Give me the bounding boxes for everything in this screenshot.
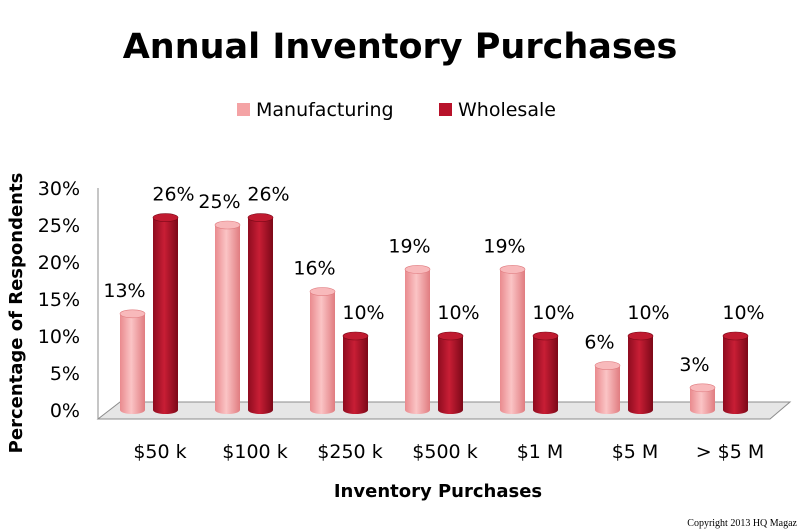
bar-manufacturing-50-k [119, 309, 146, 414]
bar-wholesale-100-k [247, 213, 274, 414]
y-tick-label-5: 25% [38, 215, 80, 237]
data-label-wholesale-5-m: 10% [627, 302, 669, 324]
legend-label-manufacturing: Manufacturing [256, 99, 394, 121]
data-label-manufacturing-5-m: 6% [584, 332, 614, 354]
x-axis-title: Inventory Purchases [334, 481, 542, 502]
data-label-wholesale-5-m: 10% [722, 302, 764, 324]
bar-labels: 13%26% 25% 26%16%10%19%10%19%10%6%10%3%10% [103, 184, 764, 376]
bar-wholesale-5-m [627, 331, 654, 414]
x-tick-label-6: > $5 M [696, 441, 765, 463]
data-label-wholesale-100-k: 26% [247, 184, 289, 206]
bar-wholesale-500-k [437, 331, 464, 414]
legend-swatch-wholesale [439, 103, 452, 116]
x-tick-label-5: $5 M [612, 441, 659, 463]
y-tick-label-6: 30% [38, 178, 80, 200]
legend: Manufacturing Wholesale [237, 99, 556, 121]
bar-manufacturing-100-k [214, 220, 241, 414]
y-tick-label-0: 0% [50, 400, 80, 422]
data-label-wholesale-250-k: 10% [342, 302, 384, 324]
data-label-wholesale-1-m: 10% [532, 302, 574, 324]
legend-label-wholesale: Wholesale [458, 99, 556, 121]
x-tick-label-2: $250 k [317, 441, 382, 463]
bar-manufacturing-1-m [499, 265, 526, 414]
data-label-manufacturing-1-m: 19% [483, 235, 525, 257]
y-tick-label-4: 20% [38, 252, 80, 274]
y-axis-title: Percentage of Respondents [6, 173, 27, 454]
bar-wholesale-5-m [722, 331, 749, 414]
bar-manufacturing-500-k [404, 265, 431, 414]
bar-wholesale-250-k [342, 331, 369, 414]
y-tick-label-3: 15% [38, 289, 80, 311]
data-label-manufacturing-250-k: 16% [293, 258, 335, 280]
y-ticks: 0% 5% 10% 15% 20% 25% 30% [38, 178, 80, 422]
x-tick-label-3: $500 k [412, 441, 477, 463]
x-tick-label-0: $50 k [133, 441, 186, 463]
bars [119, 213, 749, 414]
data-label-manufacturing-50-k: 13% [103, 280, 145, 302]
data-label-manufacturing-100-k: 25% [198, 191, 240, 213]
y-tick-label-2: 10% [38, 326, 80, 348]
x-ticks: $50 k $100 k $250 k $500 k $1 M $5 M > $5 M [133, 441, 764, 463]
bar-wholesale-50-k [152, 213, 179, 414]
chart-title: Annual Inventory Purchases [123, 27, 678, 67]
data-label-wholesale-500-k: 10% [437, 302, 479, 324]
bar-manufacturing-5-m [594, 361, 621, 414]
data-label-manufacturing-500-k: 19% [388, 235, 430, 257]
x-tick-label-4: $1 M [517, 441, 564, 463]
bar-wholesale-1-m [532, 331, 559, 414]
y-tick-label-1: 5% [50, 363, 80, 385]
legend-swatch-manufacturing [237, 103, 250, 116]
copyright-text: Copyright 2013 HQ Magaz [687, 518, 797, 529]
data-label-wholesale-50-k: 26% [152, 184, 194, 206]
bar-manufacturing-250-k [309, 287, 336, 414]
x-tick-label-1: $100 k [222, 441, 287, 463]
data-label-manufacturing-5-m: 3% [679, 354, 709, 376]
bar-manufacturing-5-m [689, 383, 716, 414]
